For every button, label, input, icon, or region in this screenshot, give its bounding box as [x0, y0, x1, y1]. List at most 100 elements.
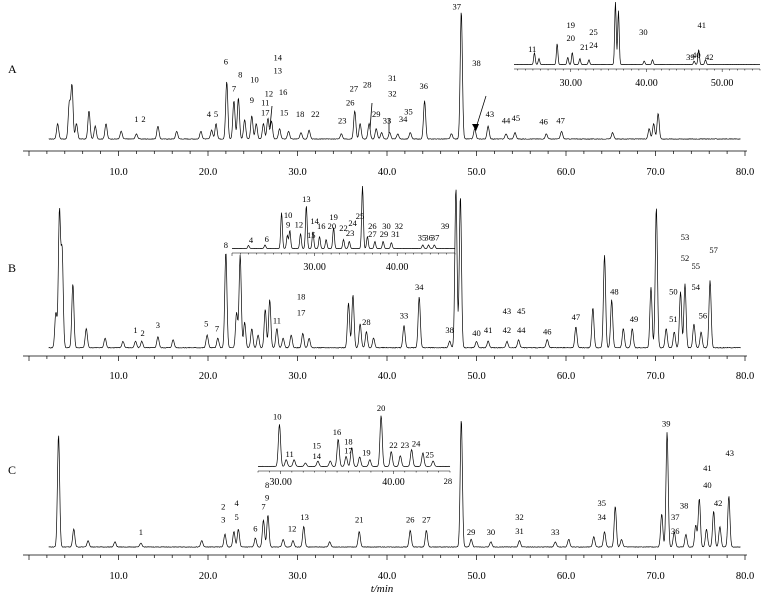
peak-label: 8 — [238, 69, 242, 79]
peak-label: 28 — [362, 317, 371, 327]
peak-label: 33 — [551, 527, 560, 537]
x-tick-label: 80.0 — [736, 371, 754, 382]
peak-label: 55 — [692, 261, 701, 271]
peak-label: 31 — [515, 526, 524, 536]
inset-peak-label: 16 — [333, 427, 342, 437]
peak-label: 9 — [250, 95, 254, 105]
peak-label: 16 — [279, 87, 288, 97]
peak-label: 36 — [671, 526, 680, 536]
peak-label: 41 — [703, 463, 712, 473]
x-tick-label: 20.0 — [199, 571, 217, 582]
x-tick-label: 60.0 — [557, 571, 575, 582]
peak-label: 13 — [300, 512, 309, 522]
peak-label: 1 — [139, 527, 143, 537]
x-tick-label: 30.0 — [288, 167, 306, 178]
peak-label: 54 — [692, 282, 701, 292]
inset-peak-label: 11 — [286, 449, 294, 459]
peak-label: 10 — [250, 74, 259, 84]
inset-tick-label: 50.00 — [711, 78, 734, 89]
x-tick-label: 50.0 — [467, 571, 485, 582]
inset-peak-label: 17 — [344, 445, 353, 455]
x-tick-label: 70.0 — [646, 371, 664, 382]
peak-label: 2 — [221, 502, 225, 512]
peak-label: 36 — [419, 81, 428, 91]
x-tick-label: 40.0 — [378, 571, 396, 582]
peak-label: 9 — [265, 493, 269, 503]
inset-peak-label: 24 — [348, 218, 357, 228]
chromatogram-trace-B — [48, 189, 741, 349]
peak-label: 46 — [543, 327, 552, 337]
peak-label: 32 — [515, 512, 524, 522]
inset-peak-label: 9 — [286, 219, 290, 229]
x-tick-label: 70.0 — [646, 167, 664, 178]
inset-peak-label: 32 — [395, 221, 404, 231]
inset-peak-label: 22 — [339, 223, 348, 233]
inset-trace-C — [257, 415, 451, 467]
x-tick-label: 50.0 — [467, 167, 485, 178]
inset-peak-label: 24 — [589, 40, 598, 50]
inset-peak-label: 35 — [418, 233, 427, 243]
peak-label: 1 — [134, 114, 138, 124]
peak-label: 52 — [681, 253, 690, 263]
peak-label: 49 — [630, 314, 639, 324]
peak-label: 42 — [714, 498, 723, 508]
peak-label: 3 — [156, 320, 160, 330]
inset-peak-label: 16 — [317, 221, 326, 231]
arrow-13 — [269, 105, 273, 128]
peak-label: 44 — [517, 325, 526, 335]
peak-label: 3 — [221, 514, 225, 524]
inset-peak-label: 30 — [639, 27, 648, 37]
peak-label: 35 — [598, 498, 607, 508]
arrow-38 — [475, 95, 487, 129]
peak-label: 45 — [517, 306, 526, 316]
peak-label: 31 — [388, 73, 397, 83]
inset-peak-label: 12 — [295, 219, 304, 229]
peak-label: 28 — [444, 476, 453, 486]
peak-label: 17 — [297, 307, 306, 317]
peak-label: 41 — [484, 325, 493, 335]
peak-label: 38 — [680, 500, 689, 510]
peak-label: 15 — [280, 108, 289, 118]
inset-peak-label: 20 — [328, 221, 337, 231]
x-tick-label: 20.0 — [199, 371, 217, 382]
peak-label: 27 — [422, 514, 431, 524]
peak-label: 40 — [703, 480, 712, 490]
inset-peak-label: 25 — [356, 211, 365, 221]
peak-label: 2 — [141, 114, 145, 124]
peak-label: 7 — [261, 502, 265, 512]
peak-label: 5 — [235, 512, 239, 522]
x-tick-label: 80.0 — [736, 167, 754, 178]
peak-label: 35 — [404, 106, 413, 116]
inset-peak-label: 20 — [567, 33, 576, 43]
peak-label: 8 — [224, 240, 228, 250]
inset-peak-label: 29 — [380, 229, 389, 239]
peak-label: 33 — [383, 115, 392, 125]
inset-tick-label: 40.00 — [386, 262, 409, 273]
peak-label: 37 — [453, 1, 462, 11]
peak-label: 6 — [253, 523, 257, 533]
inset-peak-label: 15 — [312, 441, 321, 451]
peak-label: 34 — [415, 282, 424, 292]
peak-label: 30 — [487, 527, 496, 537]
x-tick-label: 40.0 — [378, 167, 396, 178]
peak-label: 47 — [572, 312, 581, 322]
peak-label: 1 — [133, 325, 137, 335]
inset-peak-label: 24 — [412, 439, 421, 449]
peak-label: 34 — [598, 512, 607, 522]
peak-label: 11 — [261, 97, 269, 107]
peak-label: 32 — [388, 88, 397, 98]
inset-peak-label: 19 — [362, 447, 371, 457]
arrowhead-38 — [472, 124, 479, 131]
x-tick-label: 10.0 — [109, 167, 127, 178]
peak-label: 39 — [441, 221, 450, 231]
x-tick-label: 50.0 — [467, 371, 485, 382]
peak-label: 6 — [224, 56, 228, 66]
peak-label: 38 — [472, 58, 481, 68]
inset-peak-label: 25 — [589, 27, 598, 37]
inset-peak-label: 19 — [567, 20, 576, 30]
panel-label-B: B — [8, 261, 16, 275]
peak-label: 29 — [467, 527, 476, 537]
peak-label: 50 — [669, 287, 678, 297]
inset-peak-label: 10 — [284, 210, 293, 220]
